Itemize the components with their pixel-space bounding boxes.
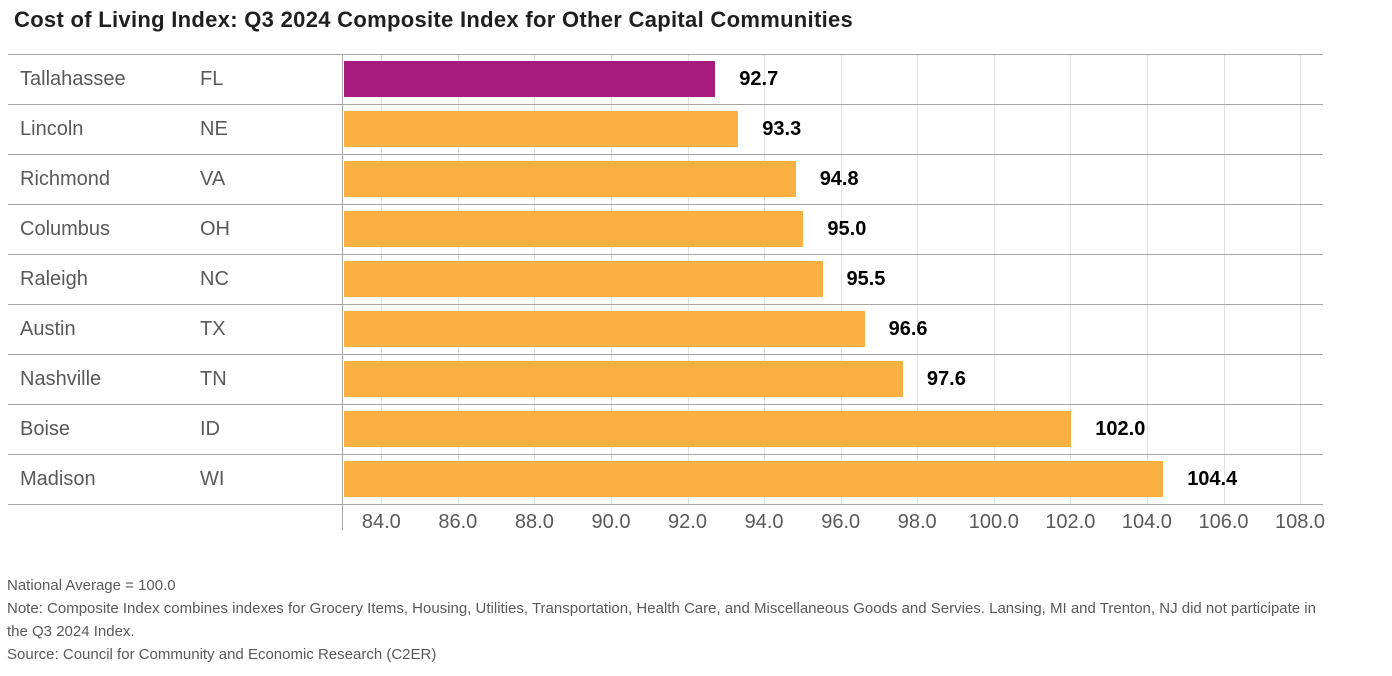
gridline xyxy=(1300,54,1301,504)
chart-footnotes: National Average = 100.0 Note: Composite… xyxy=(7,574,1337,666)
row-labels: Lincoln NE xyxy=(8,105,343,154)
city-label: Raleigh xyxy=(20,268,88,290)
x-tick-label: 94.0 xyxy=(744,511,784,533)
value-label: 102.0 xyxy=(1095,418,1146,440)
y-axis-line xyxy=(342,54,343,530)
x-tick-label: 102.0 xyxy=(1045,511,1096,533)
value-label: 97.6 xyxy=(926,368,966,390)
state-label: NE xyxy=(200,118,228,140)
state-label: WI xyxy=(200,468,225,490)
chart-row: Lincoln NE 93.3 xyxy=(8,104,1323,154)
value-bar xyxy=(344,461,1164,497)
chart-row: Richmond VA 94.8 xyxy=(8,154,1323,204)
city-label: Nashville xyxy=(20,368,102,390)
city-label: Columbus xyxy=(20,218,111,240)
row-labels: Nashville TN xyxy=(8,355,343,404)
city-label: Lincoln xyxy=(20,118,84,140)
x-tick-label: 88.0 xyxy=(514,511,554,533)
x-tick-label: 92.0 xyxy=(668,511,707,533)
chart-row: Boise ID 102.0 xyxy=(8,404,1323,454)
city-label: Boise xyxy=(20,418,71,440)
state-label: VA xyxy=(200,168,226,190)
composite-index-note: Note: Composite Index combines indexes f… xyxy=(7,600,1316,640)
value-label: 104.4 xyxy=(1187,468,1238,490)
chart-row: Tallahassee FL 92.7 xyxy=(8,54,1323,104)
bar-rows: Tallahassee FL 92.7 Lincoln NE 93.3 Richmond VA… xyxy=(8,54,1323,505)
plot-cell: 97.6 xyxy=(343,355,1323,404)
city-label: Richmond xyxy=(20,168,111,190)
x-tick-label: 108.0 xyxy=(1274,511,1326,533)
state-label: TN xyxy=(200,368,227,390)
x-axis: 84.0 86.0 88.0 90.0 92.0 94.0 96.0 98.0 100.0 102… xyxy=(0,508,1392,538)
national-average-note: National Average = 100.0 xyxy=(7,577,176,594)
gridline xyxy=(917,54,919,504)
chart-row: Raleigh NC 95.5 xyxy=(8,254,1323,304)
gridline xyxy=(993,54,995,504)
x-tick-label: 90.0 xyxy=(591,511,631,533)
row-labels: Raleigh NC xyxy=(8,255,343,304)
chart-row: Madison WI 104.4 xyxy=(8,454,1323,504)
value-label: 96.6 xyxy=(888,318,928,340)
gridline xyxy=(840,54,842,504)
state-label: ID xyxy=(200,418,220,440)
plot-cell: 95.5 xyxy=(343,255,1323,304)
row-labels: Columbus OH xyxy=(8,205,343,254)
source-note: Source: Council for Community and Econom… xyxy=(7,646,437,663)
row-labels: Boise ID xyxy=(8,405,343,454)
plot-cell: 93.3 xyxy=(343,105,1323,154)
value-bar xyxy=(344,161,796,197)
value-bar xyxy=(344,361,903,397)
chart-row: Nashville TN 97.6 xyxy=(8,354,1323,404)
value-bar xyxy=(344,311,865,347)
row-labels: Richmond VA xyxy=(8,155,343,204)
x-tick-label: 86.0 xyxy=(438,511,478,533)
plot-cell: 92.7 xyxy=(343,55,1323,104)
plot-cell: 102.0 xyxy=(343,405,1323,454)
x-tick-label: 84.0 xyxy=(361,511,401,533)
value-label: 93.3 xyxy=(762,118,802,140)
gridline xyxy=(1070,54,1072,504)
state-label: OH xyxy=(200,218,230,240)
row-labels: Tallahassee FL xyxy=(8,55,343,104)
chart-row: Austin TX 96.6 xyxy=(8,304,1323,354)
state-label: NC xyxy=(200,268,229,290)
value-label: 94.8 xyxy=(819,168,859,190)
plot-cell: 94.8 xyxy=(343,155,1323,204)
value-bar xyxy=(344,111,739,147)
value-bar xyxy=(344,61,716,97)
value-bar xyxy=(344,261,823,297)
x-tick-label: 106.0 xyxy=(1198,511,1249,533)
x-tick-label: 104.0 xyxy=(1121,511,1172,533)
value-label: 92.7 xyxy=(739,68,779,90)
city-label: Madison xyxy=(20,468,96,490)
value-label: 95.0 xyxy=(827,218,867,240)
city-label: Austin xyxy=(20,318,76,340)
x-tick-label: 96.0 xyxy=(821,511,861,533)
value-bar xyxy=(344,411,1072,447)
gridline xyxy=(1223,54,1225,504)
value-bar xyxy=(344,211,804,247)
row-labels: Austin TX xyxy=(8,305,343,354)
plot-cell: 95.0 xyxy=(343,205,1323,254)
city-label: Tallahassee xyxy=(20,68,126,90)
gridline xyxy=(1146,54,1148,504)
value-label: 95.5 xyxy=(846,268,886,290)
x-tick-label: 98.0 xyxy=(897,511,937,533)
chart-title: Cost of Living Index: Q3 2024 Composite … xyxy=(14,7,854,32)
plot-cell: 96.6 xyxy=(343,305,1323,354)
row-labels: Madison WI xyxy=(8,455,343,504)
state-label: TX xyxy=(200,318,226,340)
x-tick-label: 100.0 xyxy=(968,511,1019,533)
state-label: FL xyxy=(200,68,224,90)
plot-cell: 104.4 xyxy=(343,455,1323,504)
chart-row: Columbus OH 95.0 xyxy=(8,204,1323,254)
